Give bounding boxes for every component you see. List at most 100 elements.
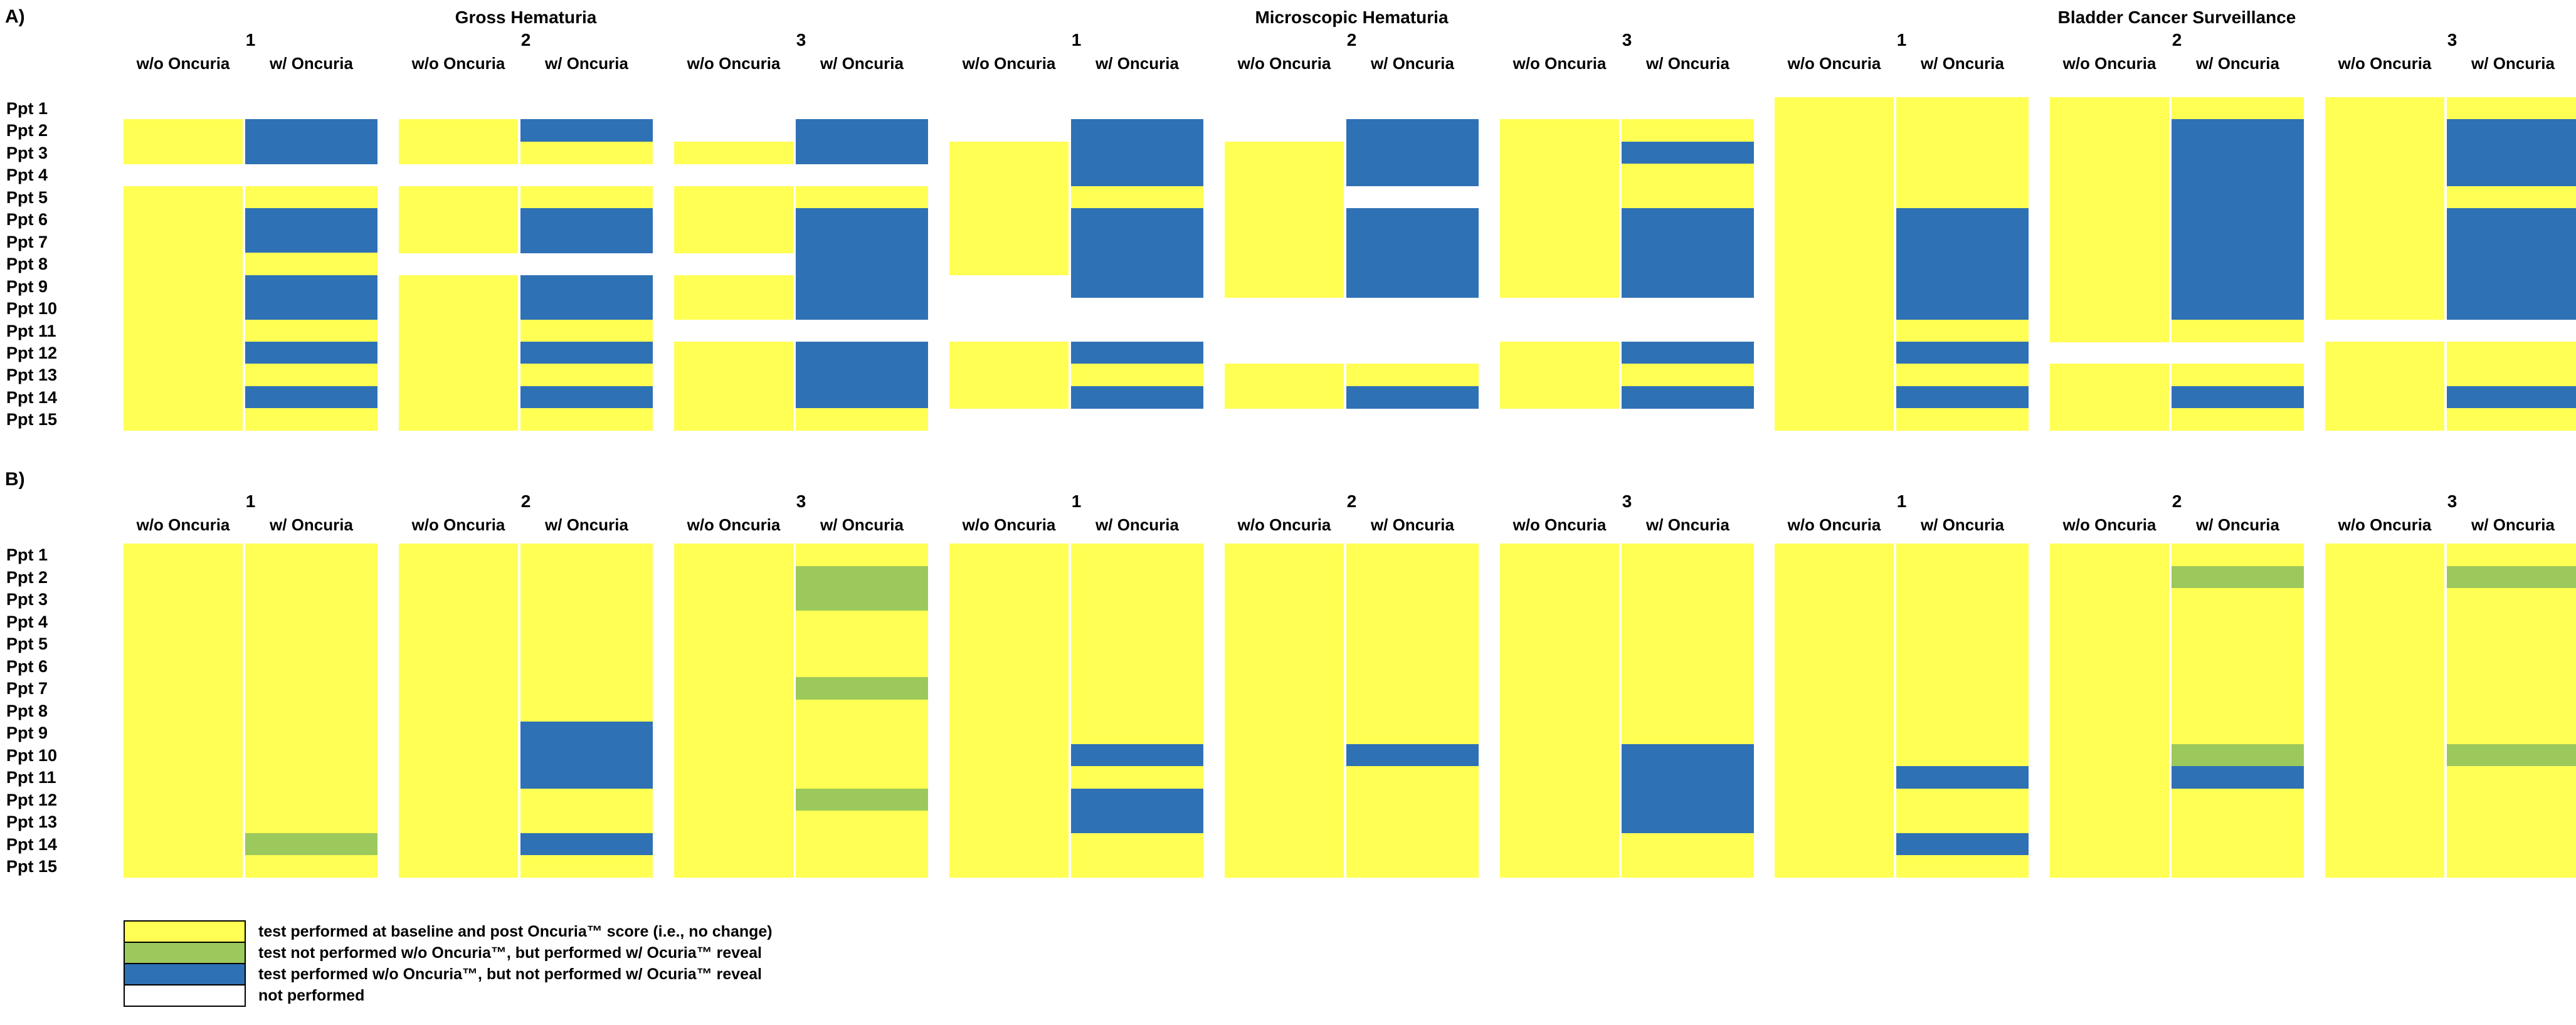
grid-cell [1775,186,1894,209]
grid-cell [1775,633,1894,656]
grid-cell [1896,253,2029,276]
legend-swatch-white [124,984,246,1007]
grid-cell [1500,588,1619,611]
grid-cell [2050,230,2169,253]
grid-cell [2447,565,2576,589]
grid-cell [674,275,793,298]
grid-cell [1500,699,1619,722]
grid-cell [399,386,518,409]
column-header-without: w/o Oncuria [687,54,781,73]
grid-cell [2325,811,2444,834]
grid-cell [1896,275,2029,298]
grid-cell [2447,633,2576,656]
grid-cell [1225,208,1344,231]
grid-cell [399,230,518,253]
grid-cell [520,610,653,633]
grid-cell [2050,275,2169,298]
grid-cell [520,565,653,589]
grid-cell [2325,722,2444,745]
grid-cell [2325,364,2444,387]
row-label: Ppt 12 [6,790,58,809]
grid-cell [2050,544,2169,567]
legend-label: test performed at baseline and post Oncu… [258,923,773,940]
grid-cell [2447,766,2576,789]
column-header-without: w/o Oncuria [2062,515,2156,534]
grid-cell [520,544,653,567]
grid-cell [1775,141,1894,164]
grid-cell [1896,230,2029,253]
grid-cell [245,208,377,231]
grid-cell [1225,699,1344,722]
grid-cell [1500,766,1619,789]
column-header-with: w/ Oncuria [820,515,904,534]
grid-cell [1775,744,1894,767]
grid-cell [1225,364,1344,387]
grid-cell [1346,855,1479,878]
grid-cell [1500,386,1619,409]
grid-cell [1775,544,1894,567]
grid-cell [1071,633,1203,656]
grid-cell [796,119,928,142]
grid-cell [2447,341,2576,364]
grid-cell [1896,654,2029,678]
grid-cell [1896,633,2029,656]
grid-cell [2325,275,2444,298]
grid-cell [2050,97,2169,120]
grid-cell [520,386,653,409]
grid-cell [2447,141,2576,164]
grid-cell [674,141,793,164]
grid-cell [245,319,377,342]
grid-cell [245,744,377,767]
row-label: Ppt 5 [6,634,48,653]
grid-cell [1775,788,1894,811]
grid-cell [1775,119,1894,142]
grid-cell [520,230,653,253]
grid-cell [1775,855,1894,878]
grid-cell [399,208,518,231]
grid-cell [949,633,1069,656]
grid-cell [1346,744,1479,767]
grid-cell [1896,208,2029,231]
grid-cell [2050,164,2169,187]
grid-cell [674,588,793,611]
grid-cell [245,386,377,409]
grid-cell [1622,164,1754,187]
grid-cell [1500,119,1619,142]
grid-cell [1775,408,1894,431]
grid-cell [1622,811,1754,834]
grid-cell [245,722,377,745]
grid-cell [520,677,653,700]
grid-cell [1622,744,1754,767]
grid-cell [1622,699,1754,722]
grid-cell [245,186,377,209]
grid-cell [2447,186,2576,209]
visit-number: 1 [1896,491,1907,511]
grid-cell [399,275,518,298]
grid-cell [124,408,243,431]
grid-cell [399,341,518,364]
grid-cell [1622,722,1754,745]
grid-cell [1071,565,1203,589]
grid-cell [1346,633,1479,656]
grid-cell [2325,253,2444,276]
grid-cell [124,544,243,567]
grid-cell [1346,699,1479,722]
grid-cell [245,253,377,276]
grid-cell [1775,341,1894,364]
grid-cell [2172,654,2304,678]
row-label: Ppt 7 [6,232,48,251]
grid-cell [796,208,928,231]
visit-number: 2 [520,30,531,50]
grid-cell [2050,253,2169,276]
legend-label: test not performed w/o Oncuria™, but per… [258,944,762,962]
grid-cell [1071,275,1203,298]
column-header-without: w/o Oncuria [411,515,505,534]
grid-cell [124,230,243,253]
grid-cell [520,811,653,834]
grid-cell [1071,253,1203,276]
grid-cell [2050,186,2169,209]
grid-cell [1071,833,1203,856]
grid-cell [1896,699,2029,722]
visit-number: 3 [2447,30,2457,50]
row-label: Ppt 6 [6,210,48,229]
